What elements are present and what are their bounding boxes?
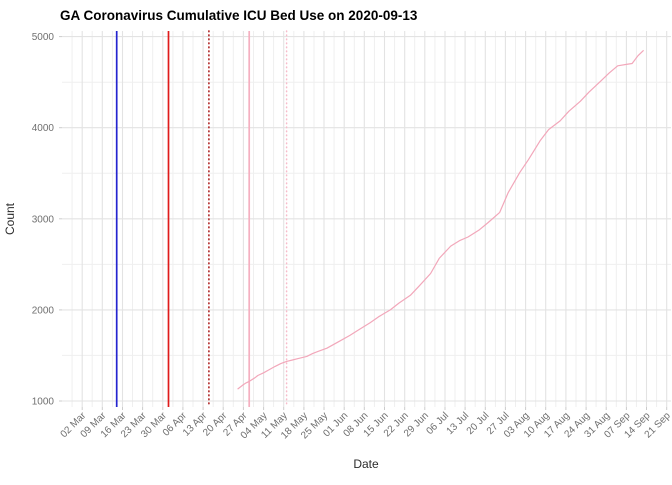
y-tick-label: 1000 (32, 397, 55, 408)
y-tick-label: 5000 (32, 32, 55, 43)
y-tick-label: 3000 (32, 214, 55, 225)
y-axis-title: Count (3, 202, 17, 235)
x-axis-title: Date (353, 457, 379, 471)
chart-title: GA Coronavirus Cumulative ICU Bed Use on… (60, 8, 418, 23)
y-tick-label: 2000 (32, 305, 55, 316)
data-line-cumulative-icu-bed-use (237, 49, 645, 390)
y-tick-label: 4000 (32, 123, 55, 134)
